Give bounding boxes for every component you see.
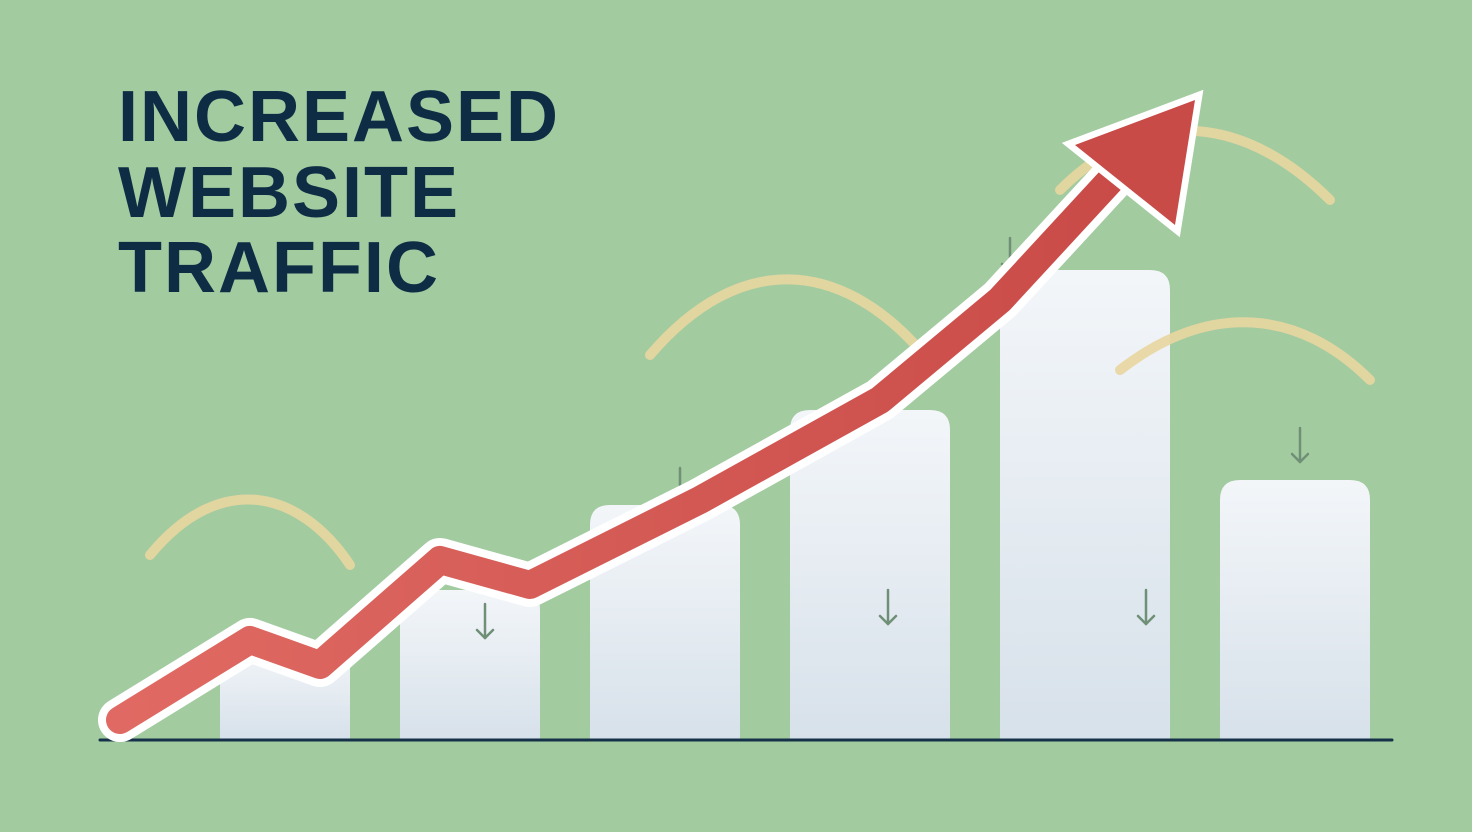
small-down-arrow-6: [1292, 428, 1308, 462]
infographic-canvas: INCREASED WEBSITE TRAFFIC: [0, 0, 1472, 832]
bar-5: [1000, 270, 1170, 740]
headline-text: INCREASED WEBSITE TRAFFIC: [118, 80, 560, 307]
ribbon-1: [150, 499, 350, 565]
bar-2: [400, 590, 540, 740]
bars-layer: [220, 270, 1370, 740]
bar-6: [1220, 480, 1370, 740]
ribbon-2: [650, 279, 920, 355]
